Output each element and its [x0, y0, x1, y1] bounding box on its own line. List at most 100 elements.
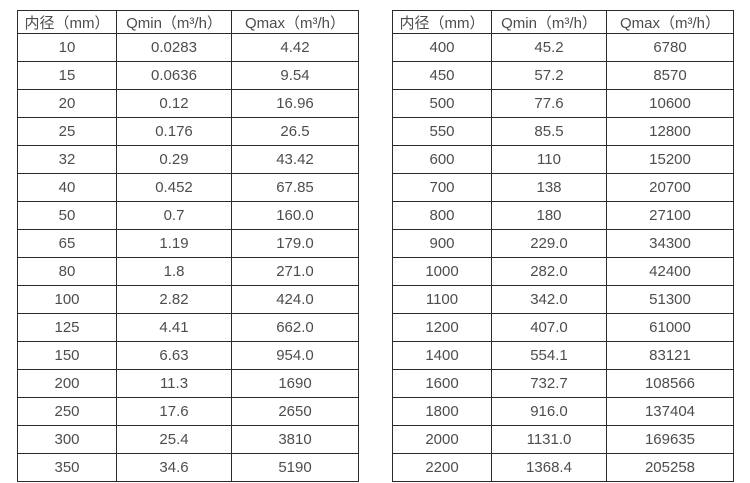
table-row: 2200 1368.4 205258	[392, 453, 734, 482]
table-cell: 700	[392, 173, 492, 202]
table-cell: 42400	[606, 257, 734, 286]
table-cell: 554.1	[491, 341, 607, 370]
table-cell: 137404	[606, 397, 734, 426]
table-cell: 1100	[392, 285, 492, 314]
table-cell: 17.6	[116, 397, 232, 426]
flow-table-small-diameters: 内径（mm） Qmin（m³/h） Qmax（m³/h） 10 0.0283 4.42 15…	[17, 10, 359, 482]
table-cell: 424.0	[231, 285, 359, 314]
table-cell: 9.54	[231, 61, 359, 90]
table-cell: 4.42	[231, 33, 359, 62]
table-cell: 20700	[606, 173, 734, 202]
column-header: Qmax（m³/h）	[231, 10, 359, 34]
table-row: 15 0.0636 9.54	[17, 61, 359, 90]
table-cell: 57.2	[491, 61, 607, 90]
table-cell: 10600	[606, 89, 734, 118]
table-cell: 916.0	[491, 397, 607, 426]
table-row: 1000 282.0 42400	[392, 257, 734, 286]
table-row: 800 180 27100	[392, 201, 734, 230]
table-cell: 5190	[231, 453, 359, 482]
table-row: 600 110 15200	[392, 145, 734, 174]
table-cell: 43.42	[231, 145, 359, 174]
table-row: 32 0.29 43.42	[17, 145, 359, 174]
table-row: 550 85.5 12800	[392, 117, 734, 146]
table-row: 150 6.63 954.0	[17, 341, 359, 370]
table-cell: 6780	[606, 33, 734, 62]
table-row: 2000 1131.0 169635	[392, 425, 734, 454]
table-cell: 25	[17, 117, 117, 146]
table-cell: 15	[17, 61, 117, 90]
table-cell: 1368.4	[491, 453, 607, 482]
table-cell: 3810	[231, 425, 359, 454]
table-row: 250 17.6 2650	[17, 397, 359, 426]
table-cell: 1690	[231, 369, 359, 398]
table-row: 350 34.6 5190	[17, 453, 359, 482]
table-cell: 4.41	[116, 313, 232, 342]
table-cell: 250	[17, 397, 117, 426]
table-cell: 600	[392, 145, 492, 174]
table-cell: 1600	[392, 369, 492, 398]
table-cell: 271.0	[231, 257, 359, 286]
column-header: Qmax（m³/h）	[606, 10, 734, 34]
table-cell: 67.85	[231, 173, 359, 202]
table-cell: 50	[17, 201, 117, 230]
table-cell: 77.6	[491, 89, 607, 118]
table-cell: 0.176	[116, 117, 232, 146]
table-cell: 0.29	[116, 145, 232, 174]
table-cell: 1.19	[116, 229, 232, 258]
table-cell: 2200	[392, 453, 492, 482]
table-cell: 51300	[606, 285, 734, 314]
table-cell: 34300	[606, 229, 734, 258]
header-row: 内径（mm） Qmin（m³/h） Qmax（m³/h）	[392, 10, 734, 34]
table-cell: 450	[392, 61, 492, 90]
table-row: 1600 732.7 108566	[392, 369, 734, 398]
table-cell: 0.12	[116, 89, 232, 118]
table-cell: 1.8	[116, 257, 232, 286]
table-cell: 1200	[392, 313, 492, 342]
table-cell: 61000	[606, 313, 734, 342]
table-cell: 8570	[606, 61, 734, 90]
table-cell: 26.5	[231, 117, 359, 146]
table-cell: 205258	[606, 453, 734, 482]
table-cell: 12800	[606, 117, 734, 146]
table-row: 10 0.0283 4.42	[17, 33, 359, 62]
table-row: 300 25.4 3810	[17, 425, 359, 454]
table-cell: 500	[392, 89, 492, 118]
table-cell: 11.3	[116, 369, 232, 398]
table-cell: 2000	[392, 425, 492, 454]
table-cell: 0.452	[116, 173, 232, 202]
table-row: 25 0.176 26.5	[17, 117, 359, 146]
table-row: 900 229.0 34300	[392, 229, 734, 258]
table-cell: 85.5	[491, 117, 607, 146]
table-cell: 350	[17, 453, 117, 482]
table-cell: 800	[392, 201, 492, 230]
table-row: 1200 407.0 61000	[392, 313, 734, 342]
table-row: 1400 554.1 83121	[392, 341, 734, 370]
table-row: 80 1.8 271.0	[17, 257, 359, 286]
table-row: 200 11.3 1690	[17, 369, 359, 398]
table-row: 100 2.82 424.0	[17, 285, 359, 314]
column-header: 内径（mm）	[392, 10, 492, 34]
table-cell: 100	[17, 285, 117, 314]
table-row: 1100 342.0 51300	[392, 285, 734, 314]
table-cell: 32	[17, 145, 117, 174]
table-cell: 169635	[606, 425, 734, 454]
table-cell: 550	[392, 117, 492, 146]
table-cell: 27100	[606, 201, 734, 230]
table-row: 500 77.6 10600	[392, 89, 734, 118]
table-cell: 400	[392, 33, 492, 62]
table-cell: 282.0	[491, 257, 607, 286]
table-cell: 1800	[392, 397, 492, 426]
table-cell: 45.2	[491, 33, 607, 62]
table-cell: 16.96	[231, 89, 359, 118]
table-cell: 0.7	[116, 201, 232, 230]
table-cell: 662.0	[231, 313, 359, 342]
table-cell: 2.82	[116, 285, 232, 314]
table-cell: 0.0283	[116, 33, 232, 62]
table-cell: 25.4	[116, 425, 232, 454]
table-row: 700 138 20700	[392, 173, 734, 202]
table-cell: 80	[17, 257, 117, 286]
table-cell: 200	[17, 369, 117, 398]
flow-table-large-diameters: 内径（mm） Qmin（m³/h） Qmax（m³/h） 400 45.2 6780 450…	[392, 10, 734, 482]
column-header: Qmin（m³/h）	[491, 10, 607, 34]
